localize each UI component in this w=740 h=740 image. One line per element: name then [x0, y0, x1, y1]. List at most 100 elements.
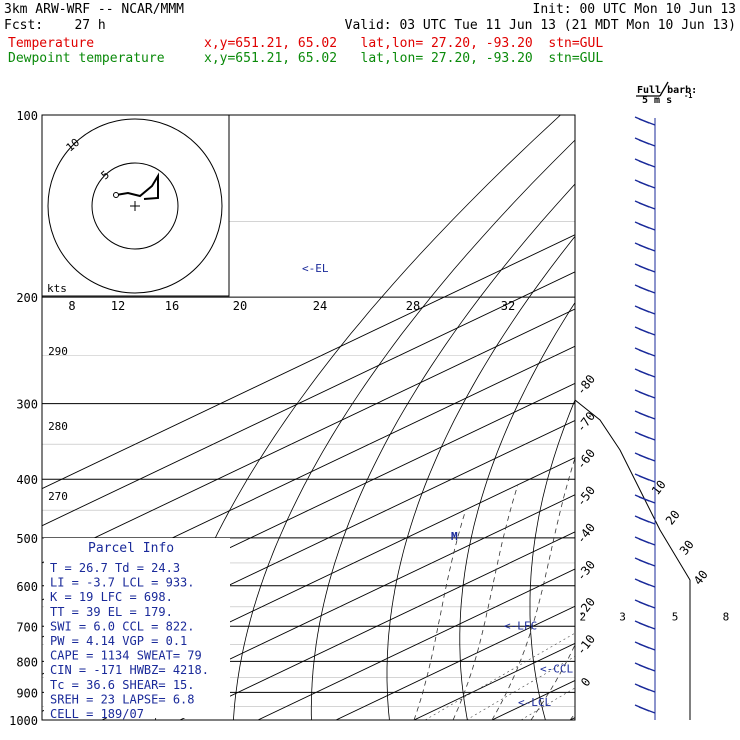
moist-adiabat	[609, 350, 740, 720]
skew-extension-outline	[574, 399, 691, 720]
dewpoint-legend-label: Dewpoint temperature	[8, 51, 165, 66]
wind-barb	[634, 158, 650, 166]
isotherm-tick-label: -50	[574, 483, 598, 509]
mixing-ratio-line	[573, 719, 575, 720]
temperature-legend-label: Temperature	[8, 36, 95, 51]
dewpoint-profile	[600, 115, 740, 720]
wind-barb	[634, 578, 650, 586]
wind-barb	[634, 242, 650, 250]
hodograph-ring	[47, 118, 223, 294]
parcel-info-row: LI = -3.7 LCL = 933.	[50, 576, 195, 590]
sounding-profiles	[600, 115, 740, 720]
mixing-ratio-line	[466, 655, 575, 720]
parcel-info-row: PW = 4.14 VGP = 0.1	[50, 634, 187, 648]
mixing-ratio-tick-label: 5	[672, 610, 679, 623]
dry-adiabat	[726, 115, 740, 720]
wind-barb	[634, 599, 650, 607]
wind-barb	[634, 641, 650, 649]
wind-barb	[634, 200, 650, 208]
hodograph-axis-tick: 8	[68, 299, 75, 313]
parcel-info-row: CAPE = 1134 SWEAT= 79	[50, 649, 202, 663]
valid-time: Valid: 03 UTC Tue 11 Jun 13 (21 MDT Mon …	[344, 18, 736, 33]
pressure-tick-label: 200	[16, 291, 38, 305]
wind-barb	[634, 620, 650, 628]
hodograph-axis-tick: 24	[313, 299, 327, 313]
theta-tick-label: 270	[48, 490, 68, 503]
parcel-info-row: Tc = 36.6 SHEAR= 15.	[50, 678, 195, 692]
hodograph-ring	[91, 162, 179, 250]
wind-barb	[634, 536, 650, 544]
isotherm	[42, 234, 575, 490]
mixing-ratio-tick-label: 2	[580, 610, 587, 623]
wind-barb	[634, 347, 650, 355]
isotherm-tick-label: -40	[574, 521, 598, 547]
wind-barb	[634, 368, 650, 376]
parcel-info-row: CELL = 189/07	[50, 707, 144, 721]
isotherm-tick-label: 0	[578, 675, 593, 689]
parcel-info-row: SWI = 6.0 CCL = 822.	[50, 619, 195, 633]
theta-tick-label: 280	[48, 420, 68, 433]
level-marker-label: <-LFC	[504, 620, 537, 633]
dewpoint-legend-info: x,y=651.21, 65.02 lat,lon= 27.20, -93.20…	[204, 51, 604, 66]
dry-adiabat	[598, 115, 740, 720]
dry-adiabat	[310, 183, 575, 720]
thermo-grid	[42, 115, 740, 721]
parcel-info-panel: Parcel Info T = 26.7 Td = 24.3LI = -3.7 L…	[44, 538, 230, 721]
moist-adiabat	[413, 510, 466, 720]
mixing-ratio-line	[520, 687, 575, 720]
isotherm-tick-label: 20	[663, 508, 683, 528]
init-time: Init: 00 UTC Mon 10 Jun 13	[532, 2, 737, 17]
pressure-tick-label: 600	[16, 580, 38, 594]
isotherm-tick-label: 30	[677, 538, 697, 558]
hodograph-axis-tick: 32	[501, 299, 515, 313]
wind-barb	[634, 431, 650, 439]
level-marker-label: <-CCL	[540, 662, 573, 675]
wind-barb	[634, 116, 650, 124]
wind-barb	[634, 410, 650, 418]
hodograph-axis-tick: 12	[111, 299, 125, 313]
moist-adiabat	[726, 222, 740, 721]
dry-adiabat	[529, 399, 575, 720]
wind-barb	[634, 263, 650, 271]
pressure-tick-label: 900	[16, 686, 38, 700]
parcel-info-row: TT = 39 EL = 179.	[50, 605, 173, 619]
parcel-info-row: T = 26.7 Td = 24.3	[50, 561, 180, 575]
wind-barb	[634, 179, 650, 187]
isotherm	[42, 271, 575, 527]
wind-barb	[634, 326, 650, 334]
isotherm	[179, 531, 575, 720]
hodograph-unit-label: kts	[47, 282, 67, 295]
wind-barb	[634, 305, 650, 313]
wind-barb	[634, 683, 650, 691]
pressure-tick-label: 300	[16, 398, 38, 412]
isotherm-tick-label: -30	[574, 558, 598, 584]
parcel-info-row: SREH = 23 LAPSE= 6.8	[50, 692, 195, 706]
isotherm	[726, 115, 740, 720]
theta-tick-label: 290	[48, 345, 68, 358]
forecast-hour: Fcst: 27 h	[4, 18, 106, 33]
pressure-tick-label: 100	[16, 109, 38, 123]
wind-barb	[634, 389, 650, 397]
mixing-ratio-tick-label: 3	[619, 610, 626, 623]
mixing-ratio-line	[622, 586, 740, 720]
temperature-profile	[687, 115, 740, 720]
moist-adiabat	[530, 643, 575, 720]
isotherm	[335, 605, 575, 720]
moist-adiabat	[648, 304, 740, 720]
barb-legend-exp: -1	[684, 92, 692, 100]
hodograph-axis-tick: 16	[165, 299, 179, 313]
wind-barbs	[634, 81, 669, 720]
hodograph-axis-tick: 20	[233, 299, 247, 313]
parcel-info-row: CIN = -171 HWBZ= 4218.	[50, 663, 209, 677]
moist-adiabat	[569, 713, 575, 720]
isotherm-tick-label: -60	[574, 446, 598, 472]
pressure-tick-label: 500	[16, 532, 38, 546]
pressure-tick-label: 400	[16, 473, 38, 487]
isotherm-tick-label: 40	[691, 568, 711, 588]
isotherm	[42, 308, 575, 564]
wind-barb	[634, 473, 650, 481]
isotherm	[257, 568, 575, 720]
isotherm	[648, 115, 740, 720]
wind-barb	[634, 704, 650, 712]
